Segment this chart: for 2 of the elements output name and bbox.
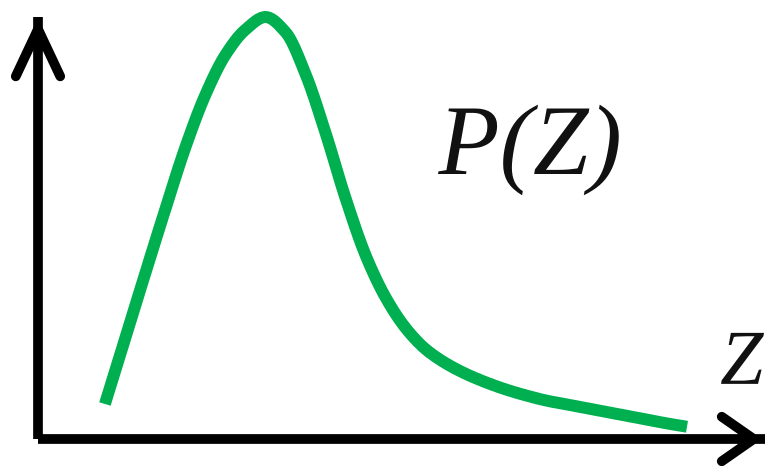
x-axis-title: Z xyxy=(721,332,764,384)
series-label: P(Z) xyxy=(438,104,619,196)
